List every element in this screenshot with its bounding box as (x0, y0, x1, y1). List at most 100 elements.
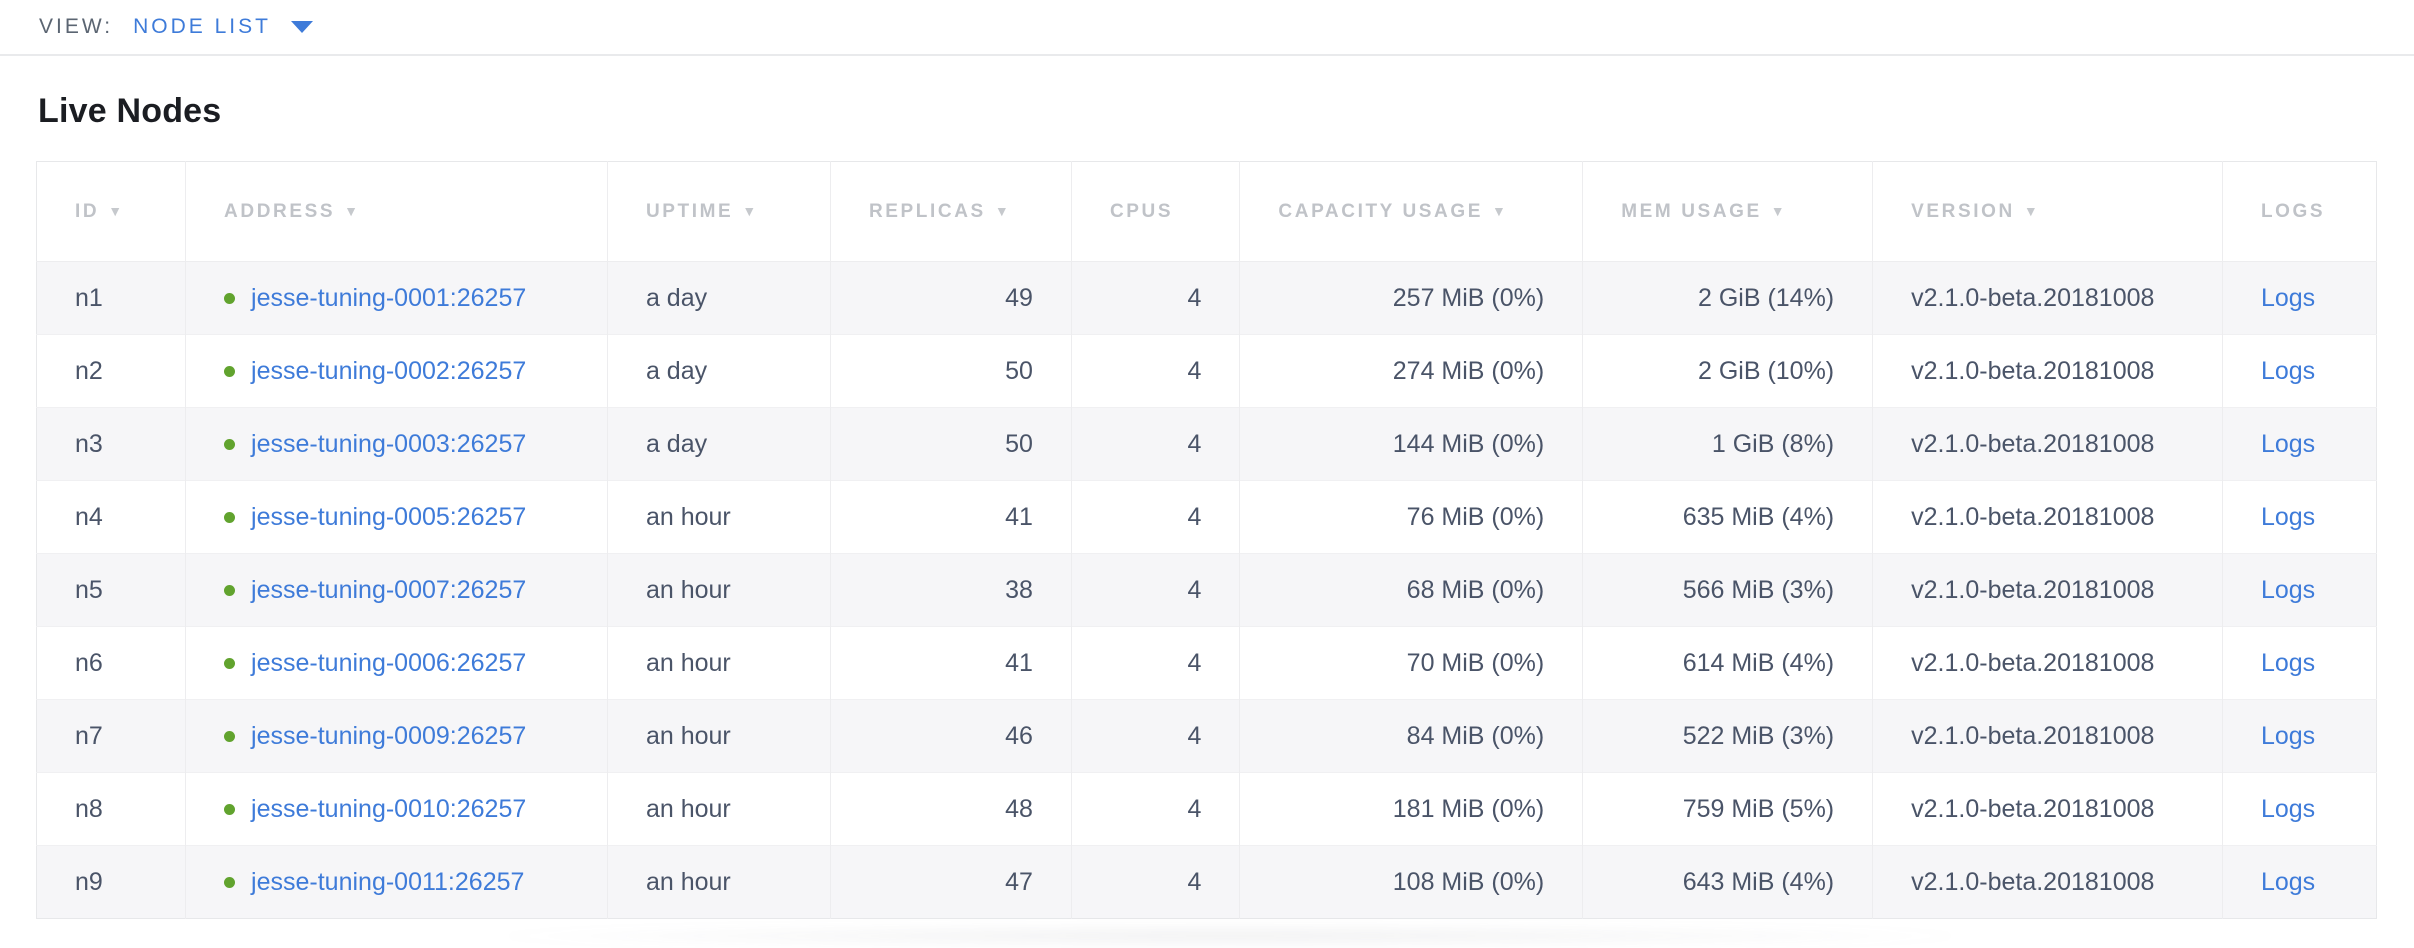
below-fold-shadow (480, 924, 1980, 948)
node-logs-link[interactable]: Logs (2260, 867, 2316, 896)
node-version-cell: v2.1.0-beta.20181008 (1872, 626, 2223, 700)
node-version-cell: v2.1.0-beta.20181008 (1872, 261, 2223, 335)
node-address-cell: jesse-tuning-0007:26257 (185, 553, 608, 627)
column-header-label: ID (75, 200, 100, 222)
node-uptime-cell: a day (606, 407, 831, 481)
column-header-label: VERSION (1911, 200, 2015, 222)
node-status-healthy-icon (224, 803, 236, 815)
column-header-label: CPUS (1109, 200, 1174, 222)
node-version-cell: v2.1.0-beta.20181008 (1872, 772, 2223, 846)
node-row-n2: n2 jesse-tuning-0002:26257 a day 50 4 274 MiB… (36, 334, 2377, 408)
column-header-version[interactable]: VERSION ▼ (1872, 161, 2223, 262)
node-id-cell: n8 (36, 772, 186, 846)
node-cpus-cell: 4 (1070, 626, 1240, 700)
node-logs-cell: Logs (2221, 261, 2377, 335)
node-address-link[interactable]: jesse-tuning-0002:26257 (251, 356, 527, 385)
column-header-mem[interactable]: MEM USAGE ▼ (1582, 161, 1873, 262)
node-capacity-cell: 108 MiB (0%) (1239, 845, 1583, 919)
node-capacity-cell: 181 MiB (0%) (1239, 772, 1583, 846)
sort-desc-icon: ▼ (1770, 202, 1785, 219)
node-id-cell: n7 (36, 699, 186, 773)
node-logs-link[interactable]: Logs (2260, 356, 2316, 385)
node-cpus-cell: 4 (1070, 772, 1240, 846)
node-uptime-cell: a day (606, 261, 831, 335)
node-version-cell: v2.1.0-beta.20181008 (1872, 845, 2223, 919)
node-cpus-cell: 4 (1070, 480, 1240, 554)
view-bar: VIEW: NODE LIST (0, 0, 2414, 56)
node-logs-link[interactable]: Logs (2260, 502, 2316, 531)
node-replicas-cell: 49 (829, 261, 1072, 335)
node-version-cell: v2.1.0-beta.20181008 (1872, 407, 2223, 481)
node-capacity-cell: 144 MiB (0%) (1239, 407, 1583, 481)
column-header-label: CAPACITY USAGE (1278, 200, 1484, 222)
node-replicas-cell: 47 (829, 845, 1072, 919)
node-row-n6: n6 jesse-tuning-0006:26257 an hour 41 4 70 Mi… (36, 626, 2377, 700)
node-status-healthy-icon (224, 365, 236, 377)
column-header-id[interactable]: ID ▼ (36, 161, 186, 262)
column-header-address[interactable]: ADDRESS ▼ (185, 161, 608, 262)
node-logs-link[interactable]: Logs (2260, 575, 2316, 604)
node-address-link[interactable]: jesse-tuning-0009:26257 (251, 721, 527, 750)
node-logs-cell: Logs (2221, 334, 2377, 408)
node-uptime-cell: an hour (606, 845, 831, 919)
node-logs-cell: Logs (2221, 407, 2377, 481)
node-address-link[interactable]: jesse-tuning-0005:26257 (251, 502, 527, 531)
node-logs-link[interactable]: Logs (2260, 721, 2316, 750)
view-selector-dropdown[interactable]: NODE LIST (133, 15, 271, 38)
node-mem-cell: 643 MiB (4%) (1582, 845, 1873, 919)
column-header-replicas[interactable]: REPLICAS ▼ (829, 161, 1072, 262)
node-logs-link[interactable]: Logs (2260, 648, 2316, 677)
node-mem-cell: 635 MiB (4%) (1582, 480, 1873, 554)
node-address-link[interactable]: jesse-tuning-0001:26257 (251, 283, 527, 312)
node-capacity-cell: 274 MiB (0%) (1239, 334, 1583, 408)
node-capacity-cell: 76 MiB (0%) (1239, 480, 1583, 554)
node-mem-cell: 566 MiB (3%) (1582, 553, 1873, 627)
node-mem-cell: 2 GiB (10%) (1582, 334, 1873, 408)
node-capacity-cell: 68 MiB (0%) (1239, 553, 1583, 627)
node-cpus-cell: 4 (1070, 407, 1240, 481)
node-logs-cell: Logs (2221, 845, 2377, 919)
node-logs-link[interactable]: Logs (2260, 429, 2316, 458)
node-address-cell: jesse-tuning-0005:26257 (185, 480, 608, 554)
node-replicas-cell: 50 (829, 407, 1072, 481)
node-id-cell: n3 (36, 407, 186, 481)
node-address-cell: jesse-tuning-0010:26257 (185, 772, 608, 846)
node-version-cell: v2.1.0-beta.20181008 (1872, 699, 2223, 773)
node-cpus-cell: 4 (1070, 261, 1240, 335)
sort-desc-icon: ▼ (742, 202, 757, 219)
node-address-cell: jesse-tuning-0009:26257 (185, 699, 608, 773)
view-bar-label: VIEW: (39, 15, 114, 38)
node-address-link[interactable]: jesse-tuning-0006:26257 (251, 648, 527, 677)
node-row-n1: n1 jesse-tuning-0001:26257 a day 49 4 257 MiB… (36, 261, 2377, 335)
node-logs-link[interactable]: Logs (2260, 283, 2316, 312)
node-address-link[interactable]: jesse-tuning-0007:26257 (251, 575, 527, 604)
column-header-capacity[interactable]: CAPACITY USAGE ▼ (1239, 161, 1583, 262)
node-status-healthy-icon (224, 657, 236, 669)
node-mem-cell: 522 MiB (3%) (1582, 699, 1873, 773)
node-id-cell: n5 (36, 553, 186, 627)
node-uptime-cell: an hour (606, 699, 831, 773)
node-replicas-cell: 46 (829, 699, 1072, 773)
node-replicas-cell: 41 (829, 626, 1072, 700)
node-version-cell: v2.1.0-beta.20181008 (1872, 334, 2223, 408)
node-uptime-cell: a day (606, 334, 831, 408)
node-id-cell: n4 (36, 480, 186, 554)
dropdown-caret-icon[interactable] (290, 21, 313, 33)
column-header-label: MEM USAGE (1621, 200, 1762, 222)
node-logs-cell: Logs (2221, 626, 2377, 700)
node-address-link[interactable]: jesse-tuning-0011:26257 (251, 867, 525, 896)
node-logs-link[interactable]: Logs (2260, 794, 2316, 823)
node-row-n7: n7 jesse-tuning-0009:26257 an hour 46 4 84 Mi… (36, 699, 2377, 773)
node-address-link[interactable]: jesse-tuning-0003:26257 (251, 429, 527, 458)
column-header-uptime[interactable]: UPTIME ▼ (606, 161, 831, 262)
node-mem-cell: 2 GiB (14%) (1582, 261, 1873, 335)
node-row-n4: n4 jesse-tuning-0005:26257 an hour 41 4 76 Mi… (36, 480, 2377, 554)
sort-desc-icon: ▼ (994, 202, 1009, 219)
node-address-link[interactable]: jesse-tuning-0010:26257 (251, 794, 527, 823)
sort-desc-icon: ▼ (108, 202, 123, 219)
node-id-cell: n1 (36, 261, 186, 335)
node-replicas-cell: 48 (829, 772, 1072, 846)
node-version-cell: v2.1.0-beta.20181008 (1872, 553, 2223, 627)
node-cpus-cell: 4 (1070, 334, 1240, 408)
node-row-n9: n9 jesse-tuning-0011:26257 an hour 47 4 108 M… (36, 845, 2377, 919)
